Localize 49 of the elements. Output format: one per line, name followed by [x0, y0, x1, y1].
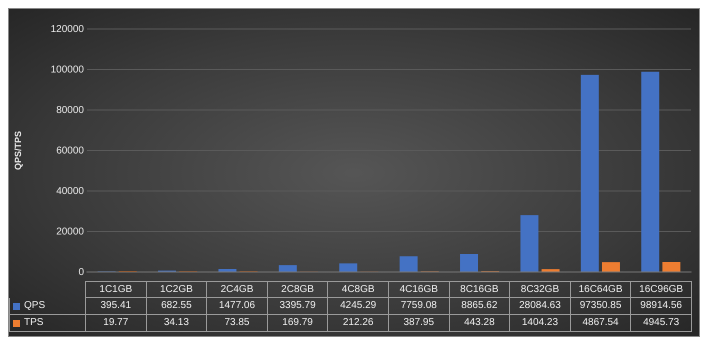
x-tick-label: 2C4GB	[207, 281, 268, 298]
data-label: 212.26	[328, 315, 389, 332]
legend-label: QPS	[24, 299, 46, 313]
y-tick-label: 20000	[56, 226, 84, 238]
x-tick-label: 1C2GB	[146, 281, 208, 298]
bar	[520, 215, 538, 272]
y-tick-label: 0	[78, 266, 84, 278]
data-label: 28084.63	[510, 298, 571, 315]
data-label: 1404.23	[510, 315, 571, 332]
data-label: 3395.79	[268, 298, 328, 315]
data-label: 8865.62	[450, 298, 510, 315]
bar	[580, 74, 599, 272]
x-tick-label: 4C8GB	[328, 281, 389, 298]
y-tick-label: 120000	[50, 24, 84, 35]
data-label: 169.79	[268, 315, 328, 332]
data-label: 1477.06	[207, 298, 268, 315]
x-tick-label: 16C64GB	[570, 281, 632, 298]
data-label: 34.13	[146, 315, 208, 332]
data-label: 4245.29	[328, 298, 389, 315]
bar	[641, 72, 660, 272]
bar	[339, 263, 358, 272]
y-axis-title: QPS/TPS	[12, 130, 23, 170]
x-tick-label: 4C16GB	[388, 281, 450, 298]
data-label: 395.41	[86, 298, 147, 315]
x-tick-label: 8C16GB	[450, 281, 510, 298]
bar	[460, 254, 478, 272]
data-label: 443.28	[450, 315, 510, 332]
bar	[602, 262, 620, 272]
legend-label: TPS	[24, 316, 44, 330]
x-tick-label: 1C1GB	[86, 281, 147, 298]
data-label: 4867.54	[570, 315, 632, 332]
data-label: 19.77	[86, 315, 147, 332]
y-tick-label: 40000	[56, 186, 84, 197]
bar	[662, 262, 680, 272]
data-label: 73.85	[207, 315, 268, 332]
x-tick-label: 16C96GB	[631, 281, 692, 298]
data-label: 7759.08	[388, 298, 450, 315]
y-tick-label: 100000	[50, 64, 84, 76]
x-tick-label: 2C8GB	[268, 281, 328, 298]
data-label: 682.55	[146, 298, 208, 315]
data-label: 97350.85	[570, 298, 632, 315]
bar	[400, 256, 418, 272]
x-tick-label: 8C32GB	[510, 281, 571, 298]
data-label: 98914.56	[631, 298, 692, 315]
y-tick-label: 60000	[56, 145, 84, 156]
bar	[278, 265, 297, 272]
data-label: 387.95	[388, 315, 450, 332]
y-tick-label: 80000	[56, 104, 84, 116]
data-label: 4945.73	[631, 315, 692, 332]
